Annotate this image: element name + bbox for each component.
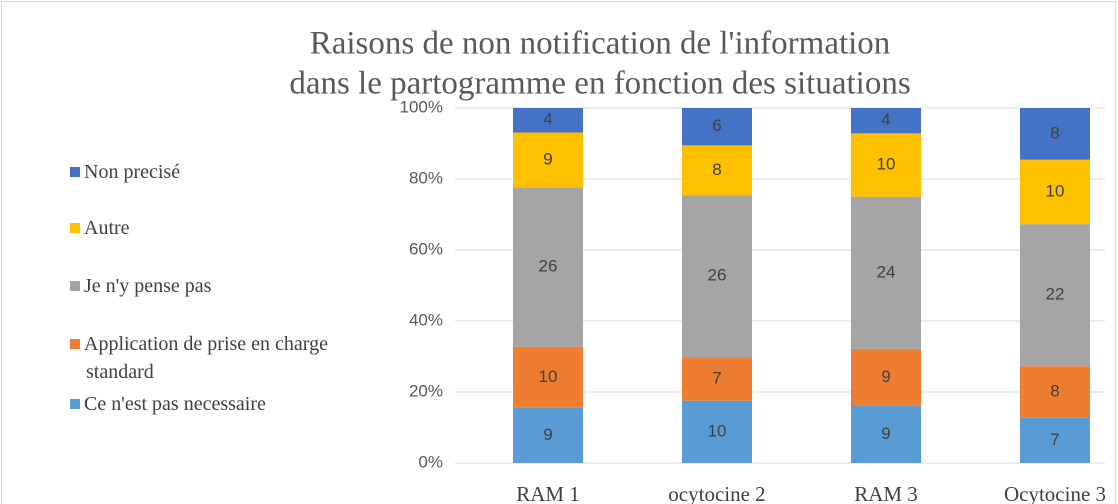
- bar-segment: [682, 108, 752, 146]
- x-tick-label: RAM 1: [516, 482, 580, 504]
- data-label: 7: [1050, 430, 1059, 449]
- data-label: 7: [712, 368, 721, 387]
- data-label: 9: [543, 425, 552, 444]
- legend-swatch: [70, 167, 80, 177]
- data-label: 10: [1046, 181, 1065, 200]
- bar-segment: [513, 132, 583, 188]
- data-label: 4: [543, 110, 552, 129]
- chart-title: Raisons de non notification de l'informa…: [310, 26, 891, 62]
- data-label: 8: [1050, 381, 1059, 400]
- data-label: 22: [1046, 285, 1065, 304]
- bar-segment: [682, 357, 752, 401]
- legend-label: Je n'y pense pas: [84, 275, 212, 297]
- data-label: 24: [877, 262, 896, 281]
- data-label: 10: [877, 155, 896, 174]
- x-tick-label: Ocytocine 3: [1004, 482, 1106, 504]
- legend-item: Application de prise en charge standard: [70, 330, 356, 386]
- bar-segment: [1020, 366, 1090, 418]
- legend-label: Autre: [84, 217, 130, 239]
- legend-item: Non precisé: [70, 158, 356, 186]
- x-tick-label: ocytocine 2: [668, 482, 765, 504]
- bar-segment: [682, 400, 752, 463]
- y-tick-label: 40%: [409, 310, 443, 329]
- y-tick-label: 80%: [409, 168, 443, 187]
- data-label: 26: [539, 257, 558, 276]
- bar-segment: [851, 196, 921, 349]
- y-tick-label: 60%: [409, 239, 443, 258]
- bar-segment: [682, 145, 752, 196]
- data-label: 4: [881, 110, 890, 129]
- legend-item: Je n'y pense pas: [70, 272, 356, 300]
- chart-title: dans le partogramme en fonction des situ…: [289, 66, 910, 102]
- legend-swatch: [70, 399, 80, 409]
- y-tick-label: 100%: [400, 97, 443, 116]
- legend-item: Ce n'est pas necessaire: [70, 390, 356, 418]
- bar-segment: [1020, 224, 1090, 367]
- data-label: 9: [543, 150, 552, 169]
- bar-segment: [1020, 417, 1090, 463]
- x-tick-label: RAM 3: [854, 482, 918, 504]
- y-tick-label: 0%: [418, 452, 443, 471]
- legend-swatch: [70, 281, 80, 291]
- legend-label: Ce n'est pas necessaire: [84, 393, 266, 415]
- data-label: 8: [712, 160, 721, 179]
- y-tick-label: 20%: [409, 381, 443, 400]
- data-label: 9: [881, 367, 890, 386]
- legend-item: Autre: [70, 214, 356, 242]
- data-label: 10: [539, 367, 558, 386]
- bar-segment: [1020, 159, 1090, 225]
- legend-swatch: [70, 339, 80, 349]
- legend-label: Non precisé: [84, 161, 181, 183]
- data-label: 6: [712, 116, 721, 135]
- legend-swatch: [70, 223, 80, 233]
- data-label: 8: [1050, 123, 1059, 142]
- bar-segment: [682, 195, 752, 358]
- bar-segment: [851, 405, 921, 463]
- bar-segment: [513, 187, 583, 347]
- bar-segment: [851, 133, 921, 197]
- bar-segment: [513, 407, 583, 463]
- legend-label: Application de prise en charge standard: [84, 333, 328, 383]
- bar-segment: [851, 108, 921, 134]
- bar-segment: [1020, 108, 1090, 160]
- bar-segment: [513, 346, 583, 408]
- bar-segment: [851, 348, 921, 406]
- data-label: 10: [708, 421, 727, 440]
- data-label: 26: [708, 266, 727, 285]
- data-label: 9: [881, 424, 890, 443]
- bar-segment: [513, 108, 583, 133]
